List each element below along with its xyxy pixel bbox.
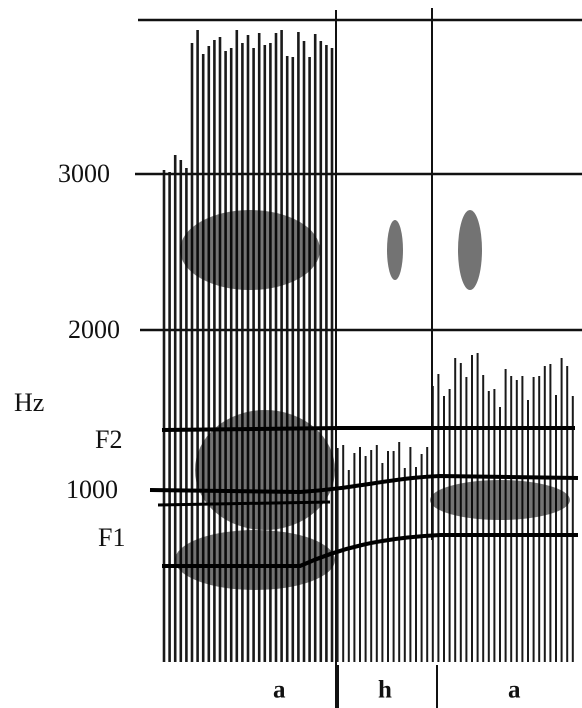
f2-track bbox=[161, 426, 575, 432]
energy-blob bbox=[430, 480, 570, 520]
energy-regions bbox=[175, 210, 570, 590]
tick-label: 3000 bbox=[58, 159, 110, 188]
energy-blob bbox=[458, 210, 482, 290]
formant-label: F1 bbox=[98, 523, 125, 552]
energy-blob bbox=[175, 530, 335, 590]
f1-track bbox=[162, 533, 578, 568]
energy-blob bbox=[195, 410, 335, 530]
segment-label: a bbox=[273, 677, 286, 704]
formant-label: F2 bbox=[95, 425, 122, 454]
formant-track bbox=[157, 500, 331, 507]
tick-label: 2000 bbox=[68, 315, 120, 344]
formant-track bbox=[149, 473, 579, 495]
energy-blob bbox=[387, 220, 403, 280]
energy-blob bbox=[180, 210, 320, 290]
segment-label: h bbox=[378, 677, 392, 704]
unit-label: Hz bbox=[14, 388, 44, 417]
segment-label: a bbox=[508, 677, 521, 704]
tick-label: 1000 bbox=[66, 475, 118, 504]
